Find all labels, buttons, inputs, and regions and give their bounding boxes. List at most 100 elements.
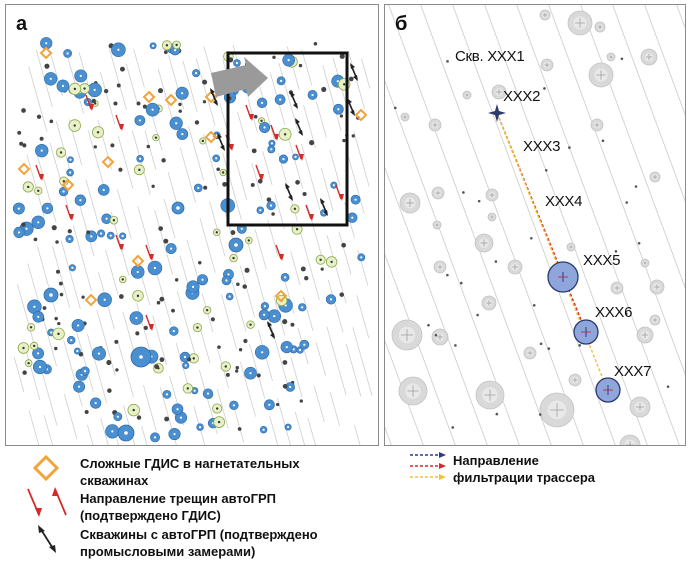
well-center [37,315,40,318]
well-trajectory [179,147,196,203]
well-trajectory [43,415,53,445]
well-point [339,53,345,59]
well-trajectory [315,101,327,138]
well-trajectory [299,231,320,301]
autogrp-arrowhead [290,91,295,97]
well-point [477,199,481,203]
well-center [154,136,158,139]
panel-b-zoom-map: б Скв. ХХХ1 ХХХ2 ХХХ3 ХХХ4 ХХХ5 ХХХ6 ХХХ… [384,4,686,446]
well-center [37,352,40,355]
well-point [256,373,261,378]
well-trajectory [168,54,185,110]
well-point [42,306,47,310]
well-center [27,185,30,189]
well-point [462,191,465,194]
well-point [230,230,236,235]
well-point [161,158,166,163]
well-center [172,329,175,333]
well-center [215,157,218,160]
autogrp-arrowhead [288,195,293,201]
well-center [38,365,42,369]
well-point [290,322,295,327]
well-point [282,360,288,365]
well-center [46,207,49,210]
well-center [215,407,219,410]
autogrp-arrowhead [210,88,215,94]
well-point [351,134,355,138]
well-center [360,256,363,259]
well-point [235,369,239,373]
well-trajectory [246,238,266,306]
well-center [175,43,178,47]
well-point [187,357,192,362]
fracture-arrowhead [149,254,154,261]
complex-gdis-diamond [131,254,145,268]
well-center [68,237,71,241]
well-trajectory [361,58,371,89]
well-center [25,227,28,230]
well-center [17,231,21,234]
well-point [313,41,318,46]
well-label-xxx5: ХХХ5 [583,252,621,269]
well-point [21,222,26,227]
well-center [96,131,100,134]
well-trajectory [144,130,157,171]
well-point [427,323,430,327]
well-center [194,72,198,75]
well-center [173,48,177,52]
well-trajectory [338,231,352,275]
well-center [329,298,333,301]
well-point [434,333,438,337]
well-center [102,188,105,192]
well-trajectory [152,315,167,365]
well-trajectory [329,392,341,427]
autogrp-arrowhead [298,130,303,136]
well-trajectory [452,5,616,445]
autogrp-arrowhead [295,118,300,124]
well-point [158,88,164,94]
well-center [59,151,63,154]
well-center [227,273,230,276]
fracture-arrowhead [149,324,154,331]
well-trajectory [327,279,344,333]
well-point [238,348,243,352]
well-label-xxx4: ХХХ4 [545,193,583,210]
well-point [142,104,147,109]
well-point [451,426,455,429]
well-center [165,44,169,47]
legend-tracer-line2: фильтрации трассера [453,470,595,485]
well-trajectory [26,154,45,217]
autogrp-arrowhead [320,198,325,204]
autogrp-arrowhead [353,75,358,81]
well-center [153,266,157,270]
well-center [49,293,53,297]
well-center [70,339,73,342]
well-point [135,331,140,336]
well-center [83,87,86,90]
well-center [193,389,196,392]
well-point [39,136,44,141]
well-center [337,108,340,111]
well-center [249,323,252,326]
well-point [547,347,551,350]
fracture-arrowhead [69,214,74,221]
well-trajectory [345,147,365,214]
well-trajectory [268,317,288,385]
fracture-arrowhead [229,144,234,151]
well-center [205,308,209,312]
well-center [232,404,235,407]
well-center [37,221,40,224]
well-center [40,149,43,152]
well-trajectory [385,253,456,445]
well-trajectory [163,198,176,239]
well-trajectory [262,151,273,186]
well-point [236,282,240,287]
well-center [109,234,112,237]
well-point [530,236,533,240]
well-trajectory [329,149,341,186]
well-center [33,305,36,308]
well-point [22,370,27,375]
well-center [94,401,97,405]
well-trajectory [303,104,316,148]
well-point [44,63,50,69]
